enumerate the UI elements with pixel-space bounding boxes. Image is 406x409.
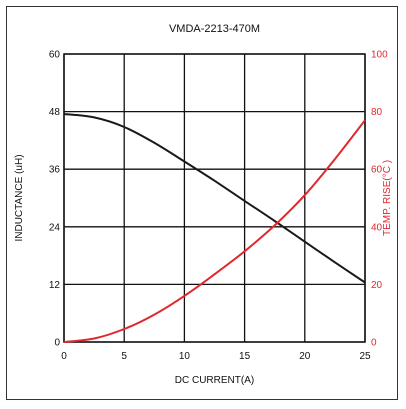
x-tick-label: 25: [359, 351, 371, 362]
y-left-tick-label: 12: [49, 280, 61, 291]
y-axis-left-label: INDUCTANCE (uH): [14, 154, 25, 241]
chart-frame: VMDA-2213-470M 0 5 10 15 20 25 0 12 24 36 48 60 0 20 4…: [6, 6, 398, 400]
y-left-tick-label: 60: [49, 50, 61, 61]
x-tick-label: 15: [239, 351, 251, 362]
inductance-series-line: [63, 113, 366, 284]
y-axis-right-label: TEMP. RISE(°C ): [382, 160, 393, 236]
temp_rise-series-line: [63, 119, 366, 343]
chart: VMDA-2213-470M 0 5 10 15 20 25012243648600204…: [14, 23, 393, 386]
y-right-tick-label: 80: [371, 107, 383, 118]
chart-title: VMDA-2213-470M: [169, 23, 260, 35]
y-right-tick-label: 60: [371, 165, 383, 176]
x-axis-label: DC CURRENT(A): [175, 375, 254, 386]
series: [63, 113, 366, 343]
x-tick-label: 5: [121, 351, 127, 362]
plot-border: [63, 53, 366, 343]
y-left-tick-label: 36: [49, 165, 61, 176]
grid: [63, 53, 366, 343]
y-right-tick-label: 40: [371, 222, 383, 233]
x-tick-label: 20: [299, 351, 311, 362]
y-left-tick-label: 0: [54, 338, 60, 349]
y-left-tick-label: 48: [49, 107, 61, 118]
y-right-tick-label: 20: [371, 280, 383, 291]
x-tick-label: 0: [61, 351, 67, 362]
x-tick-label: 10: [179, 351, 191, 362]
y-left-tick-label: 24: [49, 222, 61, 233]
y-right-tick-label: 100: [371, 50, 388, 61]
y-right-tick-label: 0: [371, 338, 377, 349]
